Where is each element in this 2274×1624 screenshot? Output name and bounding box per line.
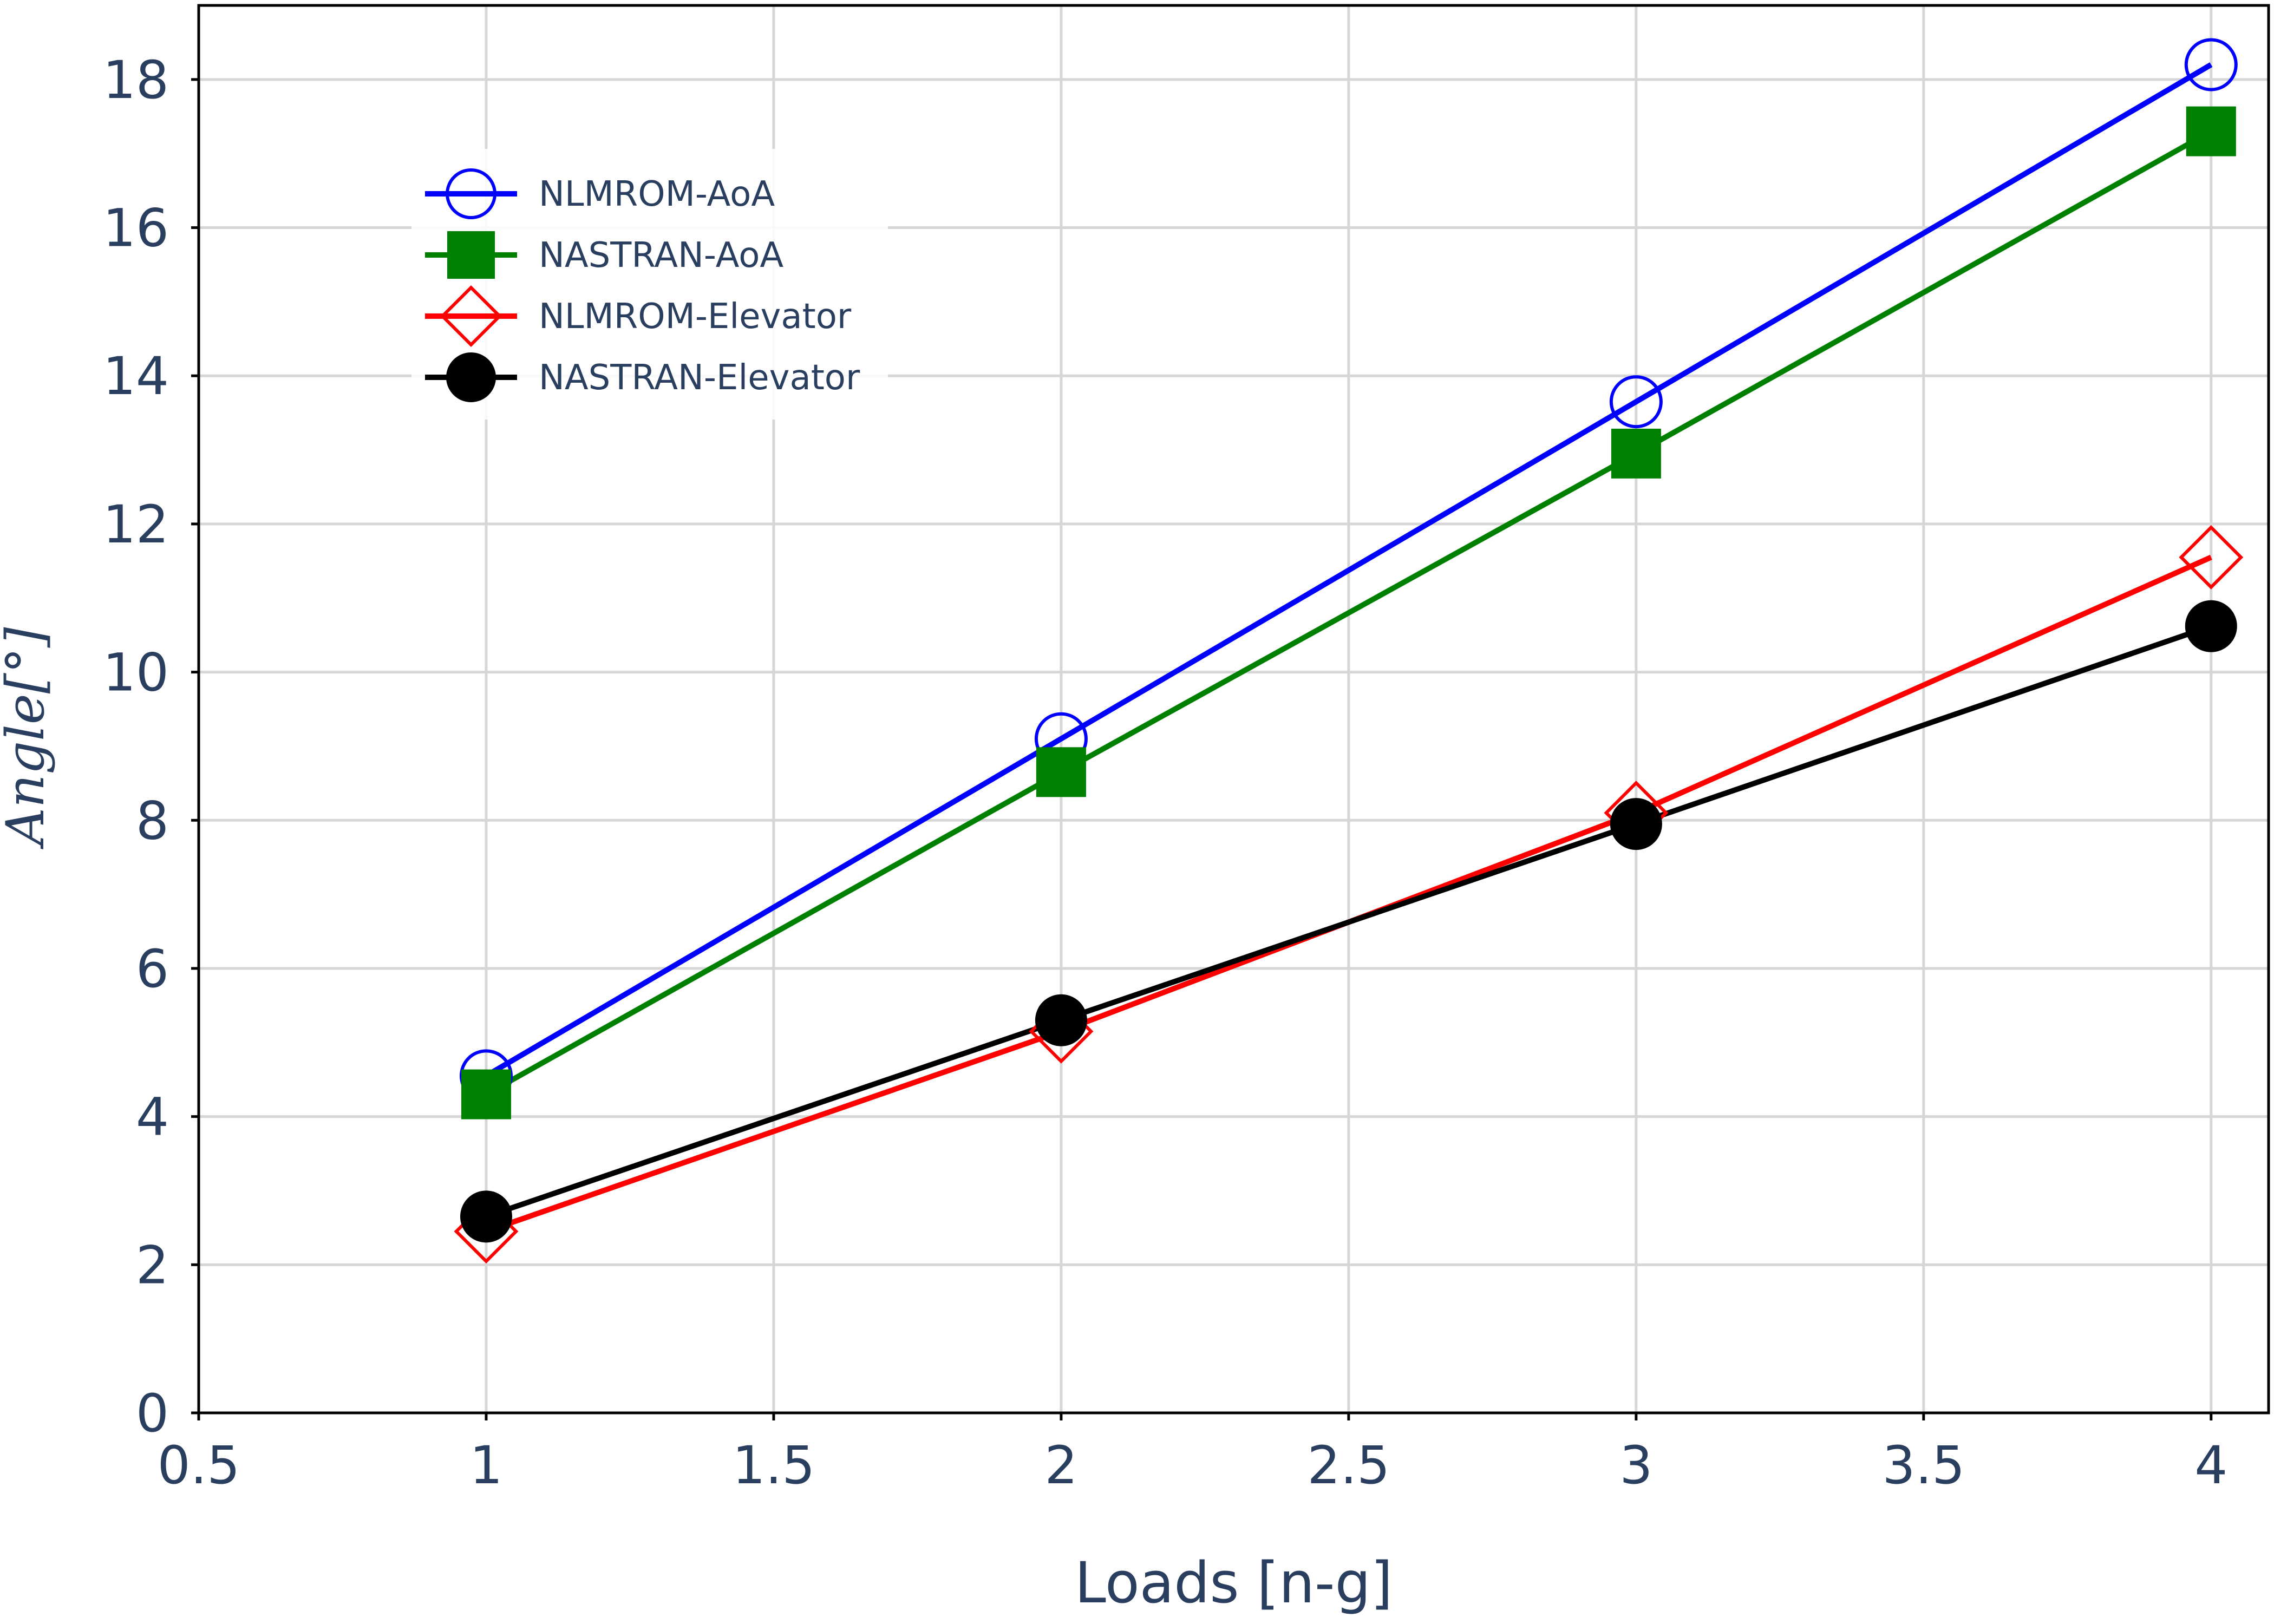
data-point-nastran-elevator — [2185, 600, 2237, 652]
series-markers — [454, 38, 2244, 1264]
y-tick-label: 2 — [136, 1235, 169, 1295]
y-tick-label: 10 — [103, 643, 169, 703]
data-point-nastran-aoa — [1036, 747, 1086, 797]
data-point-nastran-aoa — [2186, 106, 2236, 156]
legend-label: NLMROM-Elevator — [539, 297, 852, 337]
y-tick-label: 16 — [103, 198, 169, 259]
data-point-nastran-elevator — [1035, 994, 1087, 1046]
tick-labels: 0.5 1 1.5 2 2.5 3 3.5 4 0 2 4 6 8 10 12 14 16 18 — [103, 50, 2228, 1496]
data-point-nastran-aoa — [1611, 428, 1661, 479]
legend-item: NASTRAN-Elevator — [425, 352, 860, 402]
data-point-nastran-elevator — [460, 1190, 512, 1243]
y-tick-label: 18 — [103, 50, 169, 110]
x-tick-label: 2 — [1044, 1435, 1077, 1496]
axes — [191, 4, 2270, 1420]
legend-swatch-marker — [447, 231, 495, 279]
legend-item: NLMROM-Elevator — [425, 285, 852, 348]
y-tick-label: 8 — [136, 790, 169, 851]
legend-item: NASTRAN-AoA — [425, 231, 783, 279]
legend-swatch-marker — [446, 168, 496, 219]
y-tick-label: 0 — [136, 1383, 169, 1444]
x-tick-label: 3 — [1619, 1435, 1652, 1496]
x-axis-title: Loads [n-g] — [1075, 1550, 1393, 1616]
series-lines — [485, 62, 2213, 1234]
x-tick-label: 1.5 — [733, 1435, 815, 1496]
grid — [197, 5, 2269, 1415]
y-tick-label: 14 — [103, 346, 169, 407]
x-tick-label: 0.5 — [158, 1435, 240, 1496]
y-axis-title: Angle[°] — [0, 627, 56, 850]
legend: NLMROM-AoA NASTRAN-AoA NLMROM-Elevator NAST… — [411, 149, 888, 420]
data-point-nlmrom-aoa — [1609, 375, 1663, 429]
legend-item: NLMROM-AoA — [425, 168, 775, 219]
y-tick-label: 4 — [136, 1087, 169, 1148]
series-line-nlmrom-aoa — [485, 62, 2213, 1078]
data-point-nastran-elevator — [1610, 798, 1662, 850]
data-point-nlmrom-elevator — [2179, 525, 2244, 590]
legend-swatch-marker — [440, 285, 502, 348]
legend-label: NASTRAN-Elevator — [539, 358, 860, 398]
legend-label: NASTRAN-AoA — [539, 235, 783, 276]
data-point-nlmrom-aoa — [2184, 38, 2238, 91]
x-tick-label: 4 — [2194, 1435, 2227, 1496]
x-tick-label: 3.5 — [1882, 1435, 1965, 1496]
plot-frame — [197, 4, 2270, 1415]
series-line-nastran-elevator — [485, 624, 2212, 1220]
data-point-nastran-aoa — [461, 1069, 511, 1119]
series-line-nastran-aoa — [485, 129, 2213, 1097]
y-tick-label: 6 — [136, 939, 169, 999]
y-tick-label: 12 — [103, 494, 169, 555]
legend-label: NLMROM-AoA — [539, 174, 775, 214]
legend-swatch-marker — [446, 352, 496, 402]
x-tick-label: 2.5 — [1308, 1435, 1390, 1496]
x-tick-label: 1 — [469, 1435, 502, 1496]
